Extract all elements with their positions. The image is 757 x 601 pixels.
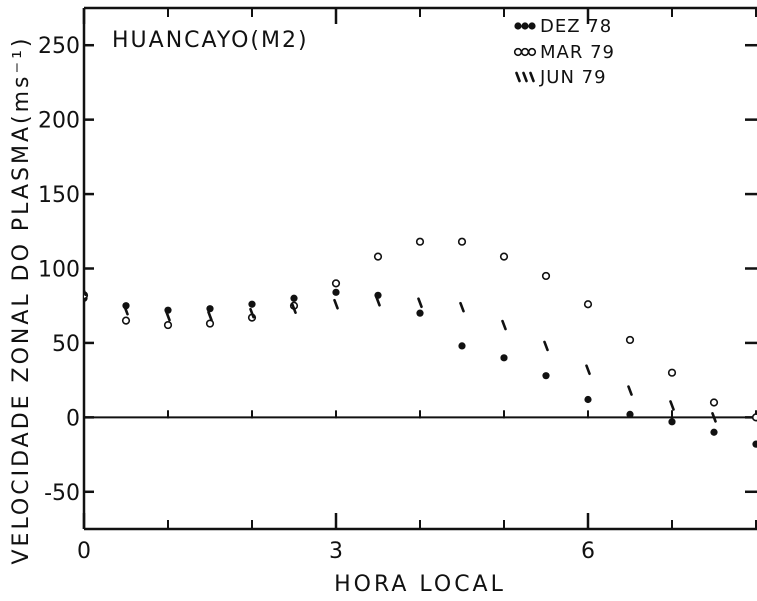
y-tick-label: 50 (52, 332, 80, 357)
data-point (416, 309, 424, 317)
legend-marker (527, 47, 537, 57)
data-point (291, 303, 297, 314)
data-point (373, 252, 383, 261)
y-tick-label: 100 (38, 258, 80, 283)
legend-marker (520, 47, 530, 57)
data-point (332, 288, 340, 296)
x-axis-label: HORA LOCAL (334, 572, 506, 597)
y-tick-label: -50 (44, 481, 80, 506)
data-point (711, 412, 717, 423)
x-axis-ticks: 0369121518210 (77, 8, 757, 564)
data-point (415, 237, 425, 246)
data-point (499, 252, 509, 261)
y-tick-label: 150 (38, 183, 80, 208)
panel-title: HUANCAYO(M2) (112, 28, 309, 53)
data-point (751, 413, 757, 422)
legend-marker (514, 22, 522, 30)
data-point (627, 385, 633, 396)
x-tick-label: 3 (329, 539, 343, 564)
data-point (626, 410, 634, 418)
series-jun-79 (84, 287, 717, 423)
data-point (710, 428, 718, 436)
data-point (542, 372, 550, 380)
data-point (417, 297, 423, 309)
y-axis-ticks: -50 0 50 100 150 200 250 (38, 34, 757, 506)
data-point (501, 319, 507, 331)
legend-label: DEZ 78 (540, 16, 612, 37)
data-point (121, 316, 131, 325)
data-point (248, 300, 256, 308)
x-tick-label: 6 (581, 539, 595, 564)
legend-marker (513, 47, 523, 57)
data-point (583, 300, 593, 309)
legend-marker (529, 71, 535, 83)
data-point (669, 400, 675, 411)
data-point (500, 354, 508, 362)
data-point (165, 310, 171, 322)
data-point (584, 395, 592, 404)
data-point (84, 287, 87, 297)
data-point (459, 301, 465, 313)
data-point (585, 364, 591, 376)
y-tick-label: 200 (38, 109, 80, 134)
data-point (207, 310, 213, 322)
data-point (457, 237, 467, 246)
data-point (123, 304, 129, 316)
legend-label: MAR 79 (540, 42, 615, 63)
y-axis-label: VELOCIDADE ZONAL DO PLASMA(ms⁻¹) (9, 36, 34, 565)
y-tick-label: 0 (66, 406, 80, 431)
legend-marker (522, 71, 528, 83)
legend-marker (521, 22, 529, 30)
data-point (331, 279, 341, 288)
data-point (163, 320, 173, 330)
data-point (668, 418, 676, 426)
data-point (249, 307, 255, 319)
data-point (541, 271, 551, 281)
legend-label: JUN 79 (539, 67, 607, 88)
data-point (543, 340, 549, 352)
legend-marker (528, 22, 536, 30)
data-point (709, 398, 719, 407)
data-point (667, 368, 677, 377)
data-point (752, 440, 757, 448)
data-point (205, 319, 215, 328)
data-point (206, 305, 214, 313)
x-tick-label: 0 (77, 539, 91, 564)
data-point (333, 298, 339, 310)
data-point (458, 342, 466, 350)
y-tick-label: 250 (38, 34, 80, 59)
data-point (625, 335, 635, 345)
legend-marker (515, 71, 521, 83)
data-point (375, 295, 381, 307)
data-point (290, 294, 298, 302)
series-layer (84, 237, 757, 448)
legend: DEZ 78 MAR 79 JUN 79 (513, 16, 615, 88)
